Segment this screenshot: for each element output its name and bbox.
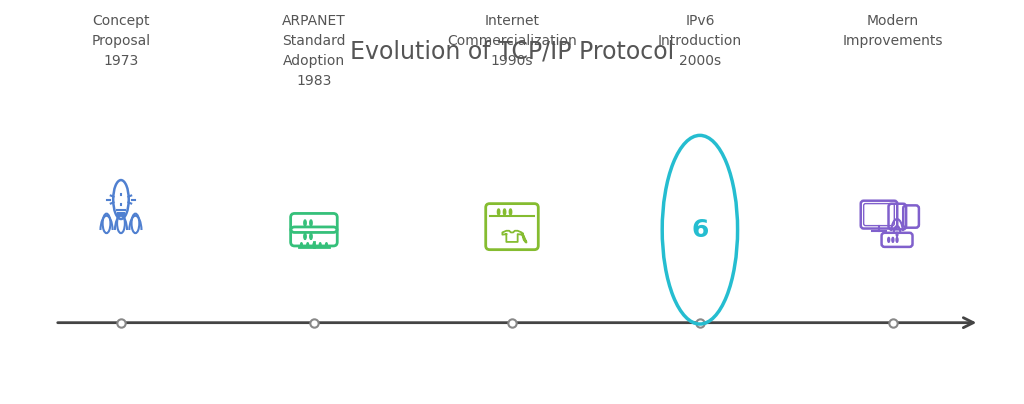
Ellipse shape [498,209,500,215]
Ellipse shape [307,243,308,247]
Text: 6: 6 [691,218,709,242]
Text: Internet
Commercialization
1990s: Internet Commercialization 1990s [447,14,577,68]
Ellipse shape [896,238,898,242]
Ellipse shape [304,234,306,240]
Ellipse shape [310,220,312,226]
Ellipse shape [509,209,512,215]
Ellipse shape [301,243,302,247]
Text: ARPANET
Standard
Adoption
1983: ARPANET Standard Adoption 1983 [282,14,346,88]
Ellipse shape [888,238,890,242]
Ellipse shape [892,238,894,242]
Text: Modern
Improvements: Modern Improvements [843,14,943,48]
Ellipse shape [896,232,898,236]
Text: IPv6
Introduction
2000s: IPv6 Introduction 2000s [657,14,742,68]
Ellipse shape [326,243,328,247]
Text: Evolution of TCP/IP Protocol: Evolution of TCP/IP Protocol [350,40,674,64]
Ellipse shape [304,220,306,226]
Ellipse shape [319,243,322,247]
Ellipse shape [310,234,312,240]
Ellipse shape [313,243,314,247]
Ellipse shape [504,209,506,215]
Text: Concept
Proposal
1973: Concept Proposal 1973 [91,14,151,68]
